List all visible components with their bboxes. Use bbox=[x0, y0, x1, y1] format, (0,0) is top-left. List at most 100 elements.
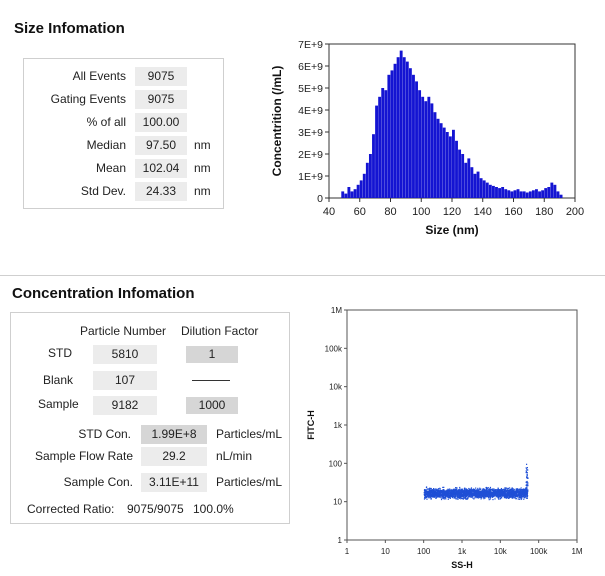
scatter-point bbox=[442, 486, 444, 489]
x-tick-label: 120 bbox=[443, 206, 461, 218]
scatter-point bbox=[476, 489, 478, 491]
scatter-point bbox=[473, 489, 475, 491]
scatter-point bbox=[517, 491, 519, 493]
scatter-point bbox=[465, 497, 467, 499]
scatter-point bbox=[515, 490, 518, 492]
scatter-point bbox=[526, 486, 528, 488]
scatter-point bbox=[478, 489, 480, 491]
scatter-point bbox=[456, 497, 458, 499]
scatter-point bbox=[467, 493, 469, 495]
scatter-point bbox=[499, 494, 501, 496]
scatter-points bbox=[423, 463, 529, 501]
scatter-point bbox=[465, 498, 467, 500]
scatter-point bbox=[472, 494, 474, 496]
scatter-point bbox=[475, 487, 477, 489]
scatter-point bbox=[474, 494, 476, 497]
histogram-bar bbox=[495, 187, 498, 198]
scatter-point bbox=[504, 493, 506, 495]
scatter-point bbox=[441, 493, 444, 495]
scatter-point bbox=[511, 496, 513, 498]
scatter-point bbox=[494, 498, 496, 500]
scatter-point bbox=[455, 491, 457, 493]
scatter-point bbox=[493, 489, 495, 492]
x-tick-label: 1M bbox=[571, 547, 582, 556]
scatter-point bbox=[472, 492, 474, 495]
scatter-point bbox=[504, 489, 506, 491]
scatter-point bbox=[447, 496, 449, 498]
scatter-point bbox=[461, 493, 464, 495]
scatter-point bbox=[424, 496, 426, 499]
scatter-point bbox=[494, 494, 497, 496]
scatter-point bbox=[521, 494, 523, 496]
histogram-bar bbox=[362, 173, 366, 198]
scatter-point bbox=[434, 489, 436, 491]
scatter-point bbox=[468, 492, 470, 494]
scatter-point bbox=[460, 489, 462, 491]
scatter-point bbox=[520, 497, 522, 499]
scatter-point bbox=[443, 486, 445, 488]
scatter-point bbox=[491, 493, 493, 495]
scatter-point bbox=[426, 496, 428, 498]
scatter-point bbox=[439, 496, 441, 498]
scatter-point bbox=[465, 495, 467, 497]
size-stat-value: 9075 bbox=[135, 90, 187, 109]
scatter-point bbox=[448, 496, 451, 499]
scatter-point bbox=[431, 493, 433, 495]
histogram-bar bbox=[359, 180, 363, 198]
scatter-point bbox=[456, 490, 458, 492]
scatter-point bbox=[520, 494, 523, 496]
scatter-point bbox=[521, 488, 523, 491]
scatter-point bbox=[438, 493, 440, 495]
scatter-point bbox=[473, 498, 475, 500]
scatter-point bbox=[468, 496, 470, 498]
scatter-point bbox=[512, 490, 515, 492]
scatter-point bbox=[425, 495, 427, 497]
scatter-point bbox=[481, 492, 483, 494]
scatter-point bbox=[423, 491, 425, 493]
histogram-bar bbox=[455, 140, 458, 198]
scatter-point bbox=[504, 488, 506, 490]
scatter-point bbox=[436, 491, 438, 494]
histogram-bar bbox=[402, 57, 406, 199]
scatter-point bbox=[503, 494, 505, 496]
scatter-point bbox=[502, 491, 504, 493]
histogram-bar bbox=[427, 96, 431, 198]
scatter-point bbox=[437, 491, 439, 493]
scatter-point bbox=[456, 494, 458, 496]
histogram-bar bbox=[347, 187, 351, 198]
histogram-bar bbox=[544, 188, 548, 198]
scatter-point bbox=[446, 492, 448, 494]
scatter-point bbox=[501, 492, 504, 494]
scatter-point bbox=[482, 496, 484, 498]
scatter-point bbox=[435, 493, 437, 495]
scatter-point bbox=[468, 487, 470, 490]
scatter-point bbox=[439, 493, 442, 495]
scatter-point bbox=[507, 489, 509, 491]
scatter-point bbox=[476, 491, 478, 493]
scatter-point bbox=[440, 498, 443, 501]
scatter-point bbox=[522, 491, 525, 494]
x-tick-label: 100 bbox=[412, 206, 430, 218]
scatter-point bbox=[518, 491, 520, 493]
histogram-bar bbox=[381, 88, 385, 198]
histogram-bar bbox=[498, 188, 501, 198]
histogram-bar bbox=[384, 90, 388, 198]
scatter-point bbox=[436, 494, 438, 496]
scatter-point bbox=[449, 497, 451, 499]
scatter-point bbox=[498, 489, 500, 491]
scatter-point bbox=[519, 488, 521, 490]
scatter-point bbox=[480, 490, 482, 492]
scatter-point bbox=[510, 491, 512, 494]
sample-dilution-value: 1000 bbox=[186, 397, 238, 414]
scatter-point bbox=[524, 496, 526, 498]
scatter-point bbox=[432, 491, 434, 493]
scatter-point bbox=[495, 489, 497, 491]
size-stat-value: 100.00 bbox=[135, 113, 187, 132]
scatter-point bbox=[430, 495, 432, 497]
col-header-dilution: Dilution Factor bbox=[181, 324, 259, 338]
scatter-point bbox=[507, 488, 510, 490]
scatter-point bbox=[455, 498, 457, 500]
x-tick-label: 1k bbox=[458, 547, 467, 556]
scatter-point bbox=[469, 494, 471, 496]
histogram-bar bbox=[519, 191, 523, 198]
